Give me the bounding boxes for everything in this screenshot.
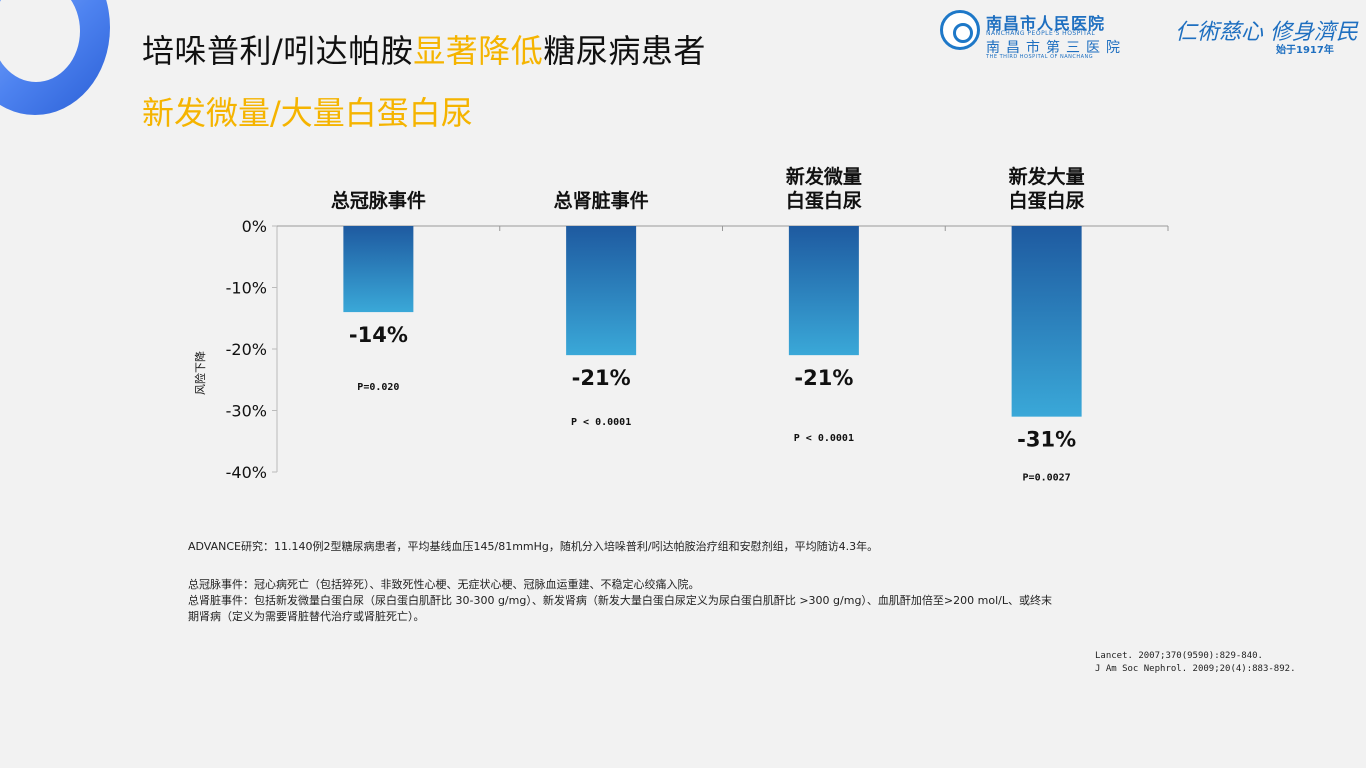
page-subtitle: 新发微量/大量白蛋白尿 (142, 94, 473, 132)
hospital-seal-icon (940, 10, 980, 50)
p-value-label: P=0.020 (357, 382, 399, 393)
y-tick-label: -40% (226, 463, 267, 482)
category-label: 总冠脉事件 (331, 189, 426, 212)
title-prefix: 培哚普利/吲达帕胺 (142, 32, 414, 70)
bar (566, 226, 637, 356)
bar (788, 226, 859, 356)
p-value-label: P < 0.0001 (794, 433, 854, 444)
slogan-2: 修身濟民 (1270, 20, 1359, 45)
bar (343, 226, 414, 313)
definition-line-1: 总冠脉事件：冠心病死亡（包括猝死）、非致死性心梗、无症状心梗、冠脉血运重建、不稳… (188, 578, 700, 591)
category-label: 白蛋白尿 (786, 189, 862, 212)
title-highlight: 显著降低 (413, 32, 544, 70)
hospital-name2-cn: 南昌市第三医院 (986, 40, 1126, 56)
y-axis-label: 风险下降 (193, 351, 207, 395)
reference-1: Lancet. 2007;370(9590):829-840. (1095, 651, 1263, 661)
bar-value-label: -14% (349, 323, 408, 347)
hospital-name-en: NANCHANG PEOPLE'S HOSPITAL (986, 30, 1096, 37)
hospital-logo: 南昌市人民医院 NANCHANG PEOPLE'S HOSPITAL 南昌市第三… (940, 10, 1360, 60)
y-tick-label: 0% (242, 217, 267, 236)
page-title: 培哚普利/吲达帕胺显著降低糖尿病患者 (142, 26, 706, 72)
definition-line-2: 总肾脏事件：包括新发微量白蛋白尿（尿白蛋白肌酐比 30-300 g/mg）、新发… (188, 594, 1052, 607)
slogan-1: 仁術慈心 (1175, 20, 1264, 45)
hospital-name-cn: 南昌市人民医院 (986, 14, 1106, 33)
p-value-label: P=0.0027 (1023, 473, 1071, 484)
category-label: 新发大量 (1009, 165, 1085, 188)
category-label: 新发微量 (786, 165, 862, 188)
y-tick-label: -30% (226, 402, 267, 421)
title-suffix: 糖尿病患者 (543, 32, 706, 70)
bar-value-label: -31% (1017, 428, 1076, 452)
reference-2: J Am Soc Nephrol. 2009;20(4):883-892. (1095, 664, 1296, 674)
y-tick-label: -10% (226, 279, 267, 298)
y-tick-label: -20% (226, 340, 267, 359)
category-label: 白蛋白尿 (1009, 189, 1085, 212)
p-value-label: P < 0.0001 (571, 417, 631, 428)
since-year: 始于1917年 (1276, 45, 1334, 56)
bar (1011, 226, 1082, 417)
study-note: ADVANCE研究：11.140例2型糖尿病患者，平均基线血压145/81mmH… (188, 540, 879, 553)
definition-line-3: 期肾病（定义为需要肾脏替代治疗或肾脏死亡）。 (188, 610, 425, 623)
bar-value-label: -21% (572, 366, 631, 390)
bar-value-label: -21% (794, 366, 853, 390)
hospital-name2-en: THE THIRD HOSPITAL OF NANCHANG (986, 54, 1094, 60)
category-label: 总肾脏事件 (554, 189, 649, 212)
